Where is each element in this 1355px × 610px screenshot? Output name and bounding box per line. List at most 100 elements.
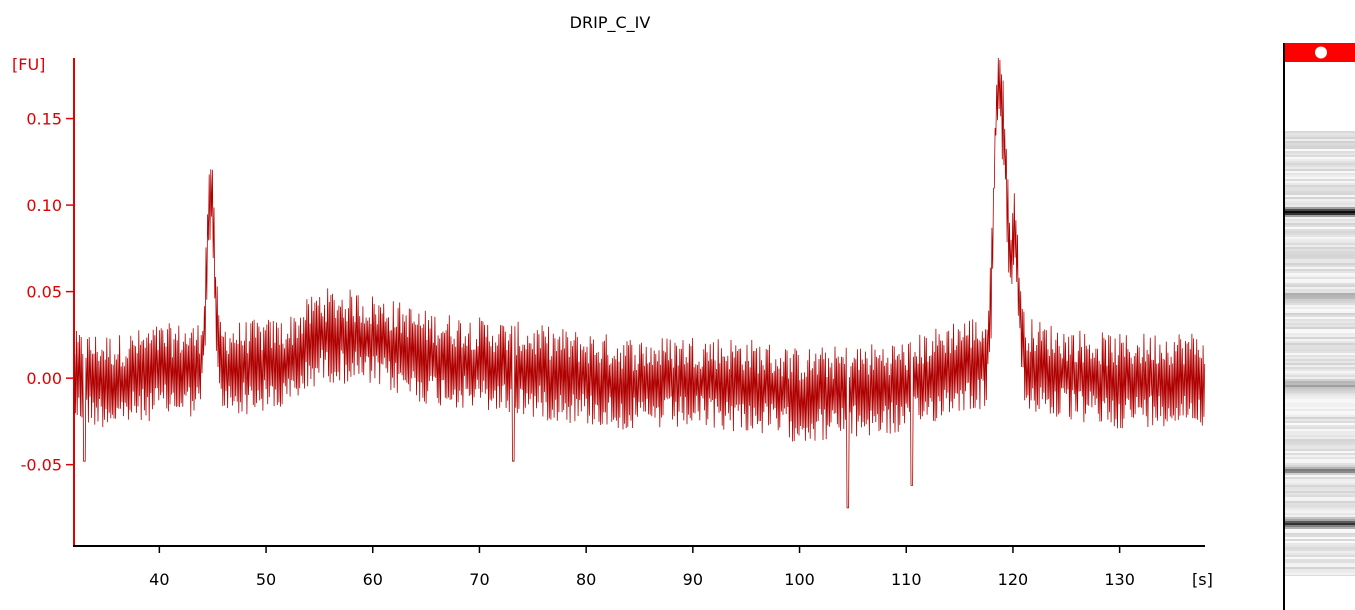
gel-band-row (1285, 413, 1355, 415)
gel-band-row (1285, 425, 1355, 427)
gel-band-row (1285, 163, 1355, 165)
gel-band-row (1285, 439, 1355, 441)
gel-band-row (1285, 203, 1355, 205)
gel-band-row (1285, 563, 1355, 565)
gel-band-row (1285, 553, 1355, 555)
gel-band-row (1285, 195, 1355, 197)
gel-band-row (1285, 201, 1355, 203)
gel-band-row (1285, 303, 1355, 305)
gel-band-row (1285, 223, 1355, 225)
gel-band-row (1285, 237, 1355, 239)
gel-band-row (1285, 253, 1355, 255)
gel-band-row (1285, 167, 1355, 169)
gel-band-row (1285, 349, 1355, 351)
gel-band-row (1285, 381, 1355, 383)
gel-band-row (1285, 401, 1355, 403)
gel-band-row (1285, 407, 1355, 409)
gel-band-row (1285, 235, 1355, 237)
gel-band-row (1285, 275, 1355, 277)
gel-band-row (1285, 373, 1355, 375)
gel-band-row (1285, 225, 1355, 227)
gel-band-row (1285, 149, 1355, 151)
gel-band-row (1285, 337, 1355, 339)
gel-band-row (1285, 523, 1355, 525)
gel-band-row (1285, 505, 1355, 507)
gel-band-row (1285, 365, 1355, 367)
gel-band-row (1285, 323, 1355, 325)
gel-band-row (1285, 517, 1355, 519)
gel-band-row (1285, 367, 1355, 369)
gel-band-row (1285, 319, 1355, 321)
gel-band-row (1285, 369, 1355, 371)
gel-band-row (1285, 241, 1355, 243)
gel-band-row (1285, 387, 1355, 389)
gel-band-row (1285, 267, 1355, 269)
gel-band-row (1285, 481, 1355, 483)
gel-band-row (1285, 457, 1355, 459)
gel-band-row (1285, 437, 1355, 439)
gel-band-row (1285, 305, 1355, 307)
y-tick-label: 0.05 (26, 283, 62, 302)
gel-band-row (1285, 487, 1355, 489)
gel-band-row (1285, 471, 1355, 473)
gel-band-row (1285, 459, 1355, 461)
gel-band-row (1285, 559, 1355, 561)
y-axis-unit-label: [FU] (12, 55, 45, 74)
gel-band-row (1285, 379, 1355, 381)
gel-band-row (1285, 265, 1355, 267)
gel-band-row (1285, 189, 1355, 191)
gel-band-row (1285, 343, 1355, 345)
x-tick-label: 60 (363, 570, 383, 589)
gel-band-row (1285, 279, 1355, 281)
gel-band-row (1285, 421, 1355, 423)
gel-band-row (1285, 309, 1355, 311)
gel-band-row (1285, 513, 1355, 515)
gel-band-row (1285, 567, 1355, 569)
gel-band-row (1285, 389, 1355, 391)
gel-band-row (1285, 315, 1355, 317)
gel-band-row (1285, 153, 1355, 155)
gel-band-row (1285, 435, 1355, 437)
gel-band-row (1285, 191, 1355, 193)
gel-band-row (1285, 277, 1355, 279)
gel-band-row (1285, 531, 1355, 533)
gel-band-row (1285, 483, 1355, 485)
gel-band-row (1285, 573, 1355, 575)
gel-band-row (1285, 185, 1355, 187)
gel-band-row (1285, 285, 1355, 287)
gel-band-row (1285, 311, 1355, 313)
x-axis-ticks: 40 50 60 70 80 90 100 110 120 130 (149, 546, 1135, 589)
gel-band-row (1285, 377, 1355, 379)
gel-band-row (1285, 501, 1355, 503)
gel-band-row (1285, 477, 1355, 479)
gel-band-row (1285, 281, 1355, 283)
gel-band-row (1285, 361, 1355, 363)
gel-band-row (1285, 197, 1355, 199)
gel-band-row (1285, 181, 1355, 183)
gel-band-row (1285, 519, 1355, 521)
gel-band-row (1285, 409, 1355, 411)
x-tick-label: 130 (1104, 570, 1135, 589)
gel-band-row (1285, 179, 1355, 181)
gel-image-lane (1283, 43, 1355, 610)
gel-band-row (1285, 463, 1355, 465)
gel-band-row (1285, 423, 1355, 425)
gel-band-row (1285, 177, 1355, 179)
gel-band-row (1285, 171, 1355, 173)
gel-band-row (1285, 469, 1355, 471)
gel-band-row (1285, 449, 1355, 451)
gel-band-row (1285, 131, 1355, 133)
gel-band-row (1285, 411, 1355, 413)
gel-band-row (1285, 273, 1355, 275)
gel-band-row (1285, 507, 1355, 509)
gel-band-row (1285, 363, 1355, 365)
gel-band-row (1285, 475, 1355, 477)
gel-band-row (1285, 527, 1355, 529)
gel-band-row (1285, 335, 1355, 337)
gel-band-row (1285, 569, 1355, 571)
gel-band-row (1285, 215, 1355, 217)
gel-band-row (1285, 249, 1355, 251)
gel-band-row (1285, 545, 1355, 547)
gel-band-row (1285, 211, 1355, 213)
gel-band-row (1285, 325, 1355, 327)
